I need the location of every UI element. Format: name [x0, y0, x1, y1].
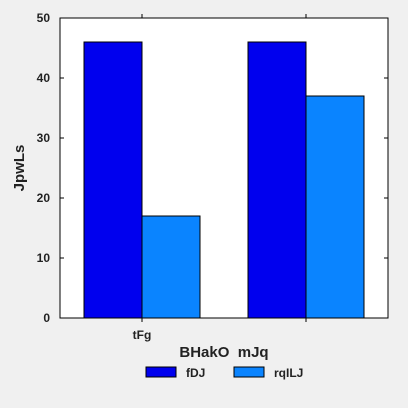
bar-rqilj-group-2: [305, 95, 365, 319]
y-tick-label-50: 50: [37, 11, 51, 25]
y-tick-label-0: 0: [43, 311, 50, 325]
y-tick-label-30: 30: [37, 131, 51, 145]
y-tick-label-40: 40: [37, 71, 51, 85]
bar-fdj-group-2: [247, 41, 307, 319]
y-tick-label-10: 10: [37, 251, 51, 265]
y-tick-label-20: 20: [37, 191, 51, 205]
bar-fdj-tfg: [83, 41, 143, 319]
legend: fDJ rqILJ: [145, 366, 303, 380]
ticks-layer: 0 10 20 30 40 50 tFg: [37, 11, 388, 342]
legend-swatch-fdj: [145, 366, 177, 378]
x-tick-label-tfg: tFg: [133, 328, 152, 342]
bars-layer: [83, 41, 365, 319]
legend-label-rqilj: rqILJ: [274, 366, 303, 380]
plot-frame: [59, 17, 389, 319]
x-axis-title: BHakO mJq: [179, 344, 268, 361]
bar-rqilj-tfg: [141, 215, 201, 319]
y-axis-title: JpwLs: [11, 145, 28, 192]
legend-swatch-rqilj: [233, 366, 265, 378]
legend-label-fdj: fDJ: [186, 366, 205, 380]
